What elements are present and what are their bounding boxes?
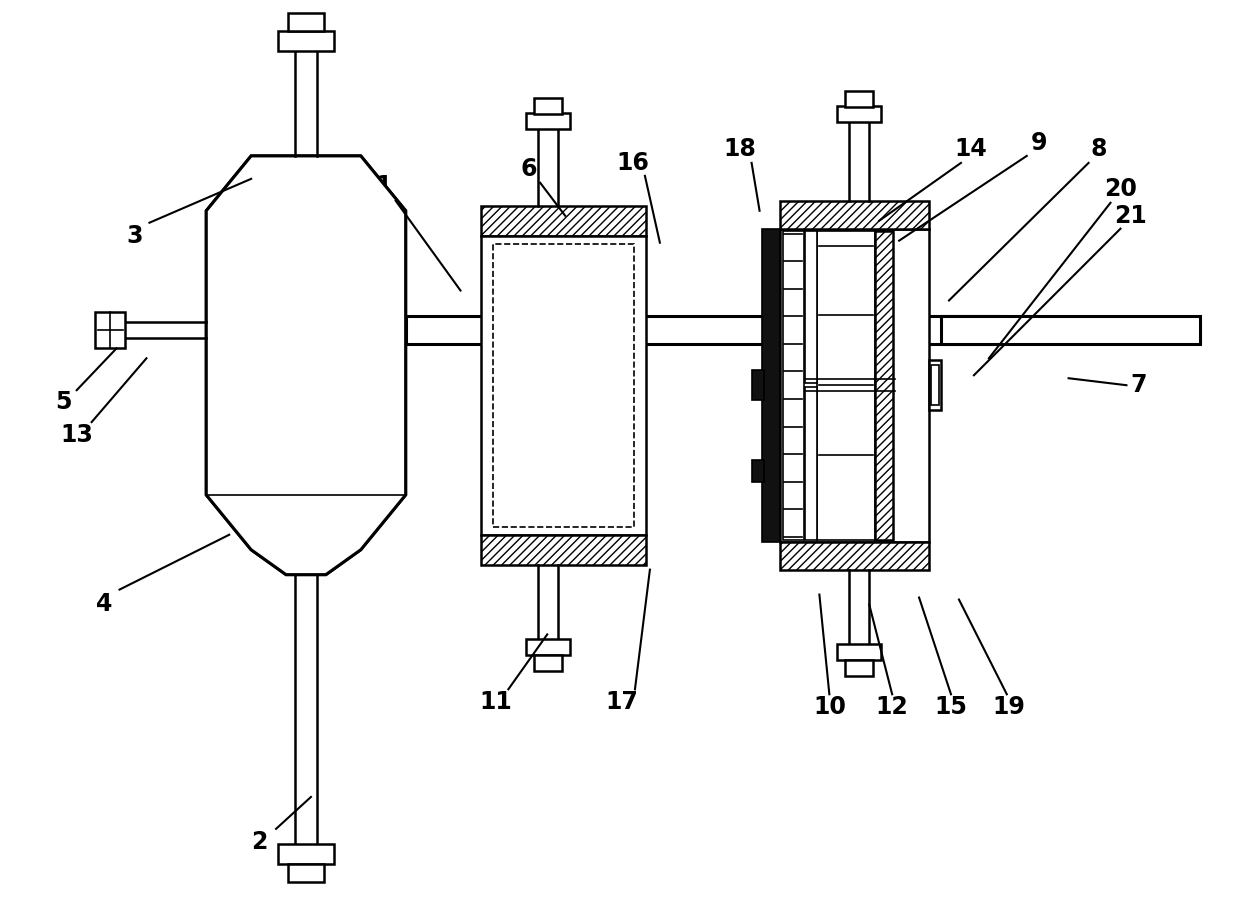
Text: 2: 2 [250,830,268,854]
Text: 20: 20 [1104,177,1137,201]
Text: 4: 4 [97,592,113,615]
Bar [780,229,929,542]
Bar [941,316,1200,345]
Bar [846,91,873,107]
Bar [806,387,817,540]
Bar [837,644,882,660]
Bar [929,360,941,410]
Bar [288,14,324,31]
Text: 10: 10 [813,695,846,719]
Bar [526,113,570,129]
Bar [751,460,764,482]
Bar [526,639,570,655]
Bar [481,205,646,235]
Bar [405,316,999,345]
Text: 15: 15 [935,695,967,719]
Text: 21: 21 [1114,204,1147,228]
Bar [534,98,562,114]
Bar [481,534,646,564]
Text: 11: 11 [479,690,512,714]
Bar [780,542,929,570]
Text: 6: 6 [520,157,537,181]
Bar [780,201,929,229]
Polygon shape [252,550,361,574]
Text: 5: 5 [56,390,72,415]
Text: 3: 3 [126,224,143,247]
Text: 17: 17 [605,690,639,714]
Bar [278,31,334,51]
Text: 12: 12 [875,695,909,719]
Text: 19: 19 [992,695,1025,719]
Bar [846,660,873,676]
Bar [806,231,817,384]
Text: 8: 8 [1090,137,1107,161]
Bar [761,229,780,542]
Bar [481,235,646,534]
Text: 14: 14 [955,137,987,161]
Bar [817,231,875,540]
Text: 9: 9 [1030,131,1047,155]
Bar [837,106,882,122]
Polygon shape [206,156,405,574]
Bar [494,244,634,527]
Bar [751,370,764,400]
Text: 7: 7 [1130,374,1147,397]
Text: 18: 18 [723,137,756,161]
Bar [94,313,124,348]
Polygon shape [206,156,405,574]
Bar [782,231,805,540]
Text: 16: 16 [616,151,650,175]
Bar [931,365,939,405]
Bar [875,231,893,540]
Bar [534,655,562,672]
Bar [278,844,334,864]
Text: 1: 1 [376,174,392,198]
Bar [288,864,324,882]
Text: 13: 13 [61,423,93,447]
